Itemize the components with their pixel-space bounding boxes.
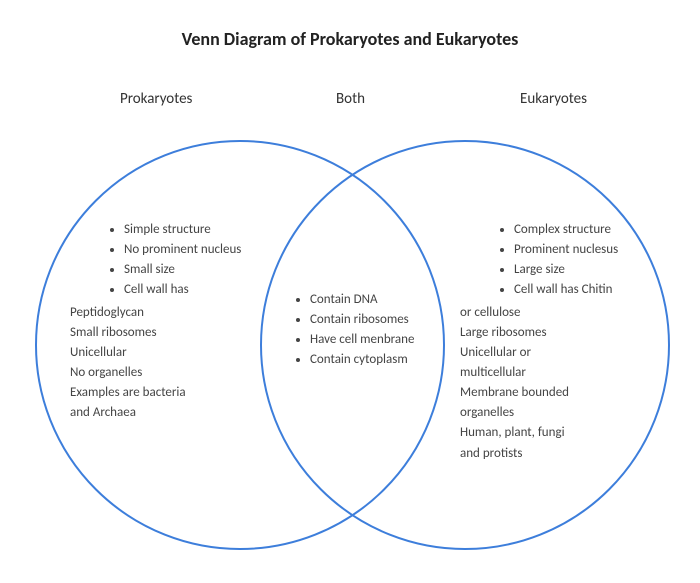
list-item: Contain DNA [310, 290, 438, 310]
list-item: and Archaea [70, 403, 270, 423]
list-item: organelles [460, 403, 660, 423]
list-item: No organelles [70, 363, 270, 383]
list-item: Peptidoglycan [70, 303, 270, 323]
list-item: Examples are bacteria [70, 383, 270, 403]
list-item: Human, plant, fungi [460, 423, 660, 443]
label-both: Both [336, 90, 365, 108]
list-item: Membrane bounded [460, 383, 660, 403]
diagram-title: Venn Diagram of Prokaryotes and Eukaryot… [0, 28, 700, 50]
list-item: Have cell menbrane [310, 330, 438, 350]
both-content: Contain DNA Contain ribosomes Have cell … [288, 290, 438, 373]
list-item: Cell wall has Chitin [514, 280, 660, 300]
list-item: and protists [460, 444, 660, 464]
label-eukaryotes: Eukaryotes [520, 90, 587, 108]
venn-diagram: Venn Diagram of Prokaryotes and Eukaryot… [0, 0, 700, 583]
list-item: Prominent nuclesus [514, 240, 660, 260]
list-item: Small size [124, 260, 270, 280]
prokaryotes-content: Simple structure No prominent nucleus Sm… [70, 220, 270, 423]
list-item: Large ribosomes [460, 323, 660, 343]
list-item: Unicellular or [460, 343, 660, 363]
list-item: Contain cytoplasm [310, 350, 438, 370]
list-item: Small ribosomes [70, 323, 270, 343]
list-item: Unicellular [70, 343, 270, 363]
list-item: Simple structure [124, 220, 270, 240]
list-item: No prominent nucleus [124, 240, 270, 260]
list-item: or cellulose [460, 303, 660, 323]
list-item: Large size [514, 260, 660, 280]
list-item: Contain ribosomes [310, 310, 438, 330]
label-prokaryotes: Prokaryotes [120, 90, 192, 108]
list-item: Complex structure [514, 220, 660, 240]
list-item: Cell wall has [124, 280, 270, 300]
list-item: multicellular [460, 363, 660, 383]
eukaryotes-content: Complex structure Prominent nuclesus Lar… [460, 220, 660, 464]
